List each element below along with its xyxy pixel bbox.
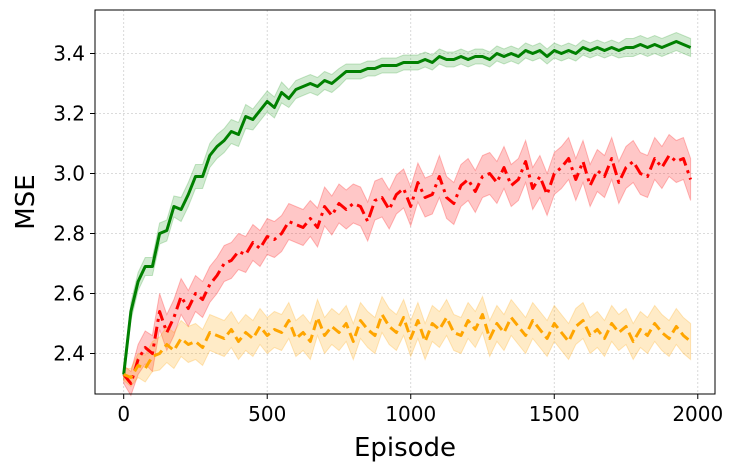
x-tick-label: 1000 [385, 402, 436, 426]
series-line-0 [122, 40, 692, 375]
plot-frame [94, 9, 716, 395]
y-axis-ticks: 2.4 2.6 2.8 3.0 3.2 3.4 [53, 42, 95, 366]
series-band-1 [123, 133, 692, 397]
series-lines [122, 40, 693, 385]
x-tick-label: 2000 [672, 402, 723, 426]
x-tick-label: 500 [248, 402, 286, 426]
x-tick-label: 1500 [529, 402, 580, 426]
series-line-1 [122, 154, 693, 385]
series-line-2 [123, 313, 692, 379]
y-axis-label: MSE [11, 174, 41, 229]
series-band-2 [123, 295, 692, 388]
y-tick-label: 3.0 [53, 162, 85, 186]
series-band-0 [123, 31, 692, 381]
x-axis-label: Episode [354, 433, 456, 463]
confidence-bands [123, 31, 692, 397]
y-tick-label: 2.4 [53, 342, 85, 366]
x-tick-label: 0 [117, 402, 130, 426]
y-tick-label: 2.8 [53, 222, 85, 246]
y-tick-label: 2.6 [53, 282, 85, 306]
y-tick-label: 3.4 [53, 42, 85, 66]
x-axis-ticks: 0 500 1000 1500 2000 [117, 394, 723, 426]
grid-lines [95, 10, 715, 394]
y-tick-label: 3.2 [53, 102, 85, 126]
